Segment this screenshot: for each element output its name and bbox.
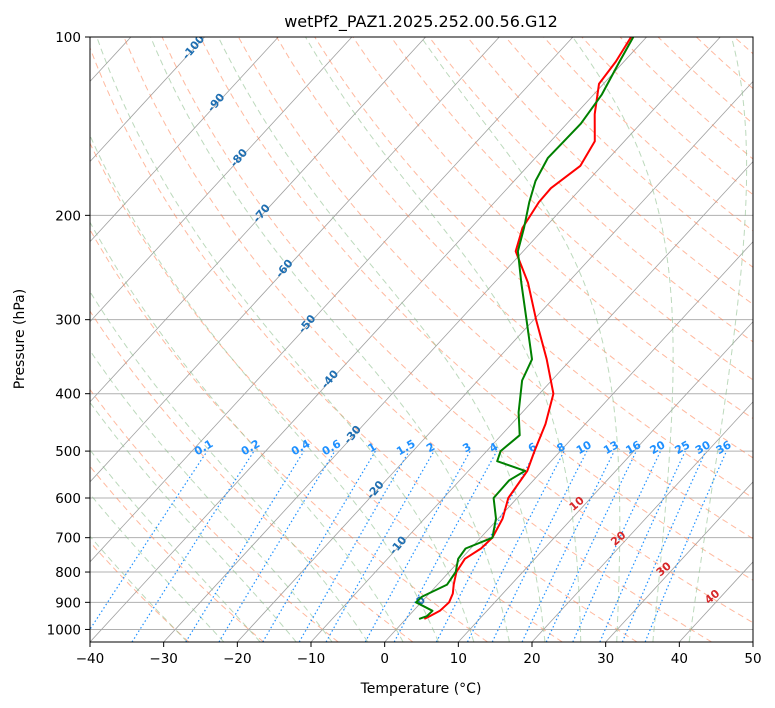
moist-adiabat-line <box>90 349 333 642</box>
x-tick-label: 20 <box>523 651 540 667</box>
isotherm-line <box>90 37 353 323</box>
x-tick-label: −20 <box>223 651 252 667</box>
isotherm-line <box>90 37 647 642</box>
y-tick-label: 900 <box>55 595 81 611</box>
dry-adiabat-line <box>390 37 753 381</box>
sounding-series <box>415 37 635 620</box>
isotherm-line <box>90 37 500 483</box>
isotherm-line <box>90 37 205 163</box>
dry-adiabat-line <box>90 465 264 642</box>
isotherm-line <box>163 37 721 642</box>
moist-adiabat-line <box>572 37 674 642</box>
dry-adiabat-line <box>352 37 753 420</box>
moist-adiabat-line <box>150 37 510 642</box>
mixing-ratio-lines <box>90 450 728 642</box>
y-tick-label: 600 <box>55 491 81 507</box>
dry-adiabat-line <box>90 228 488 642</box>
plot-area: 0.1 0.2 0.4 0.6 1 1.5 2 3 4 6 8 10 13 16 20 25 30 36-100-… <box>90 37 753 642</box>
mixing-ratio-line <box>131 450 255 642</box>
x-tick-label: −10 <box>297 651 326 667</box>
mixing-ratio-line <box>466 450 565 642</box>
isotherm-line <box>384 241 753 642</box>
isotherm-line <box>90 37 426 403</box>
mixing-ratio-line <box>621 450 707 642</box>
dry-adiabat-line <box>123 37 712 642</box>
mixing-ratio-line <box>364 450 471 642</box>
y-tick-label: 100 <box>55 30 81 46</box>
moist-adiabat-line <box>420 37 621 642</box>
moist-adiabat-line <box>96 37 475 642</box>
mixing-ratio-line <box>90 450 208 631</box>
dry-adiabat-line <box>237 37 753 540</box>
isotherm-line <box>237 80 753 642</box>
isotherm-line <box>531 401 753 642</box>
moist-adiabat-line <box>90 401 297 642</box>
isotherm-line <box>90 37 279 243</box>
isotherm-line <box>605 481 753 642</box>
plot-frame <box>89 36 754 643</box>
moist-adiabat-line <box>90 134 439 642</box>
mixing-ratio-line <box>393 450 498 642</box>
mixing-ratio-line <box>644 450 728 642</box>
y-tick-label: 400 <box>55 387 81 403</box>
y-tick-label: 500 <box>55 444 81 460</box>
chart-title: wetPf2_PAZ1.2025.252.00.56.G12 <box>284 12 558 32</box>
mixing-ratio-line <box>599 450 686 642</box>
x-tick-label: 30 <box>597 651 614 667</box>
isotherm-line <box>458 321 753 642</box>
isotherm-grid <box>90 37 753 642</box>
x-axis-ticks: −40 −30 −20 −10 0 10 20 30 40 50 <box>76 642 762 667</box>
dry-adiabat-line <box>199 37 753 581</box>
x-tick-label: 10 <box>450 651 467 667</box>
mixing-ratio-line <box>325 450 435 642</box>
y-tick-label: 200 <box>55 208 81 224</box>
moist-adiabat-line <box>217 37 546 642</box>
moist-adiabat-line <box>90 290 369 642</box>
dewpoint-line <box>415 37 635 620</box>
x-tick-label: 50 <box>744 651 761 667</box>
x-tick-label: −40 <box>76 651 105 667</box>
dry-adiabat-line <box>90 142 563 642</box>
mixing-ratio-line <box>218 450 336 642</box>
dry-adiabat-line <box>161 37 753 624</box>
dry-adiabat-line <box>90 541 190 642</box>
y-axis-ticks: 100 200 300 400 500 600 700 800 900 1000 <box>47 30 90 638</box>
moist-adiabat-line <box>688 37 748 642</box>
dry-adiabat-line <box>428 37 753 343</box>
temperature-line <box>423 37 632 620</box>
x-axis-label: Temperature (°C) <box>360 681 482 697</box>
y-tick-label: 1000 <box>47 622 81 638</box>
dry-adiabat-line <box>90 46 638 642</box>
x-tick-label: 0 <box>380 651 389 667</box>
isotherm-line <box>90 37 574 563</box>
moist-adiabat-line <box>90 221 404 642</box>
x-tick-label: −30 <box>149 651 178 667</box>
mixing-ratio-line <box>491 450 588 642</box>
y-axis-label: Pressure (hPa) <box>12 289 28 389</box>
dry-adiabat-line <box>276 37 753 499</box>
y-tick-label: 700 <box>55 531 81 547</box>
y-tick-label: 800 <box>55 565 81 581</box>
mixing-ratio-line <box>185 450 305 642</box>
y-tick-label: 300 <box>55 313 81 329</box>
x-tick-label: 40 <box>671 651 688 667</box>
